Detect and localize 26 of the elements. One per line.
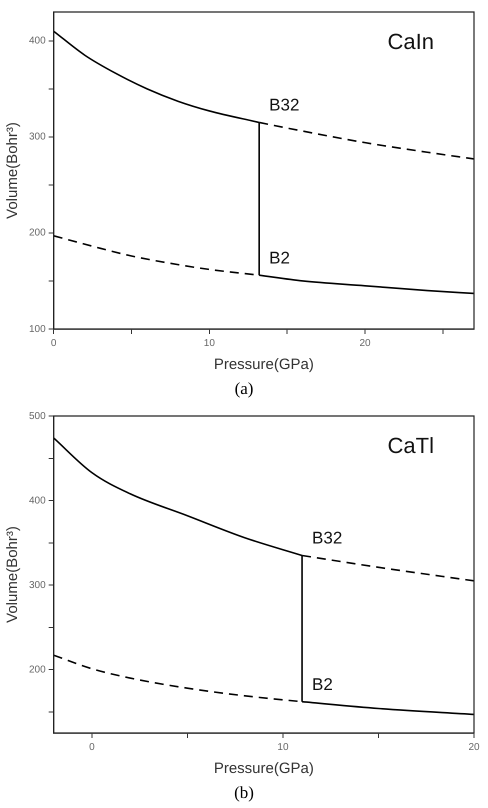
text: (b) [233, 782, 255, 804]
y-tick-label: 200 [28, 664, 46, 676]
series-label: B2 [269, 248, 290, 268]
y-tick-label: 300 [28, 132, 46, 143]
x-tick-label: 0 [50, 338, 57, 349]
x-axis-title: Pressure(GPa) [214, 356, 314, 374]
x-axis-title: Pressure(GPa) [214, 760, 314, 778]
y-tick-label: 300 [28, 580, 46, 591]
y-tick-label: 400 [28, 495, 46, 506]
x-tick-label: 0 [89, 742, 96, 753]
series-label: B32 [269, 96, 300, 115]
text: CaIn [388, 29, 434, 54]
y-axis-title: Volume(Bohr³) [4, 526, 22, 623]
x-tick-label: 10 [204, 338, 216, 349]
x-tick-label: 20 [468, 742, 480, 753]
y-tick-label: 100 [28, 324, 46, 335]
y-tick-label: 500 [28, 410, 46, 422]
y-tick-label: 200 [28, 228, 46, 239]
series-label: B32 [312, 528, 342, 548]
y-axis-title: Volume(Bohr³) [4, 122, 22, 219]
text: (a) [234, 378, 254, 400]
x-tick-label: 20 [359, 338, 372, 349]
series-label: B2 [312, 674, 333, 694]
text: CaTl [388, 433, 434, 458]
y-tick-label: 400 [28, 36, 46, 47]
x-tick-label: 10 [277, 742, 289, 753]
